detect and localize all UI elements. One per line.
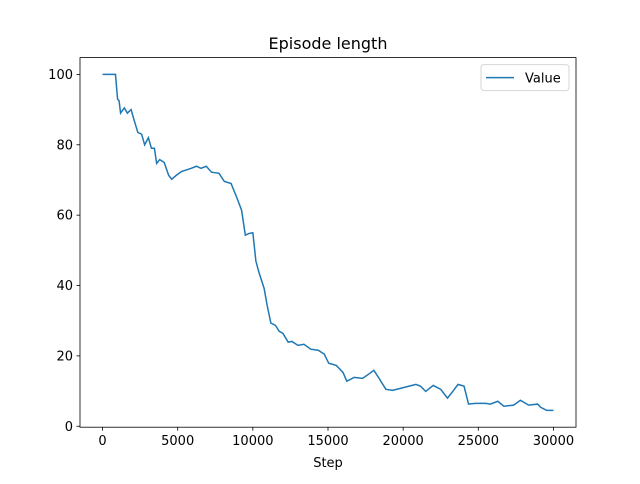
x-axis-label: Step: [313, 456, 343, 471]
axes-frame: [79, 57, 577, 428]
x-tick-label: 5000: [161, 434, 194, 449]
y-tick-label: 80: [56, 138, 73, 153]
legend-label: Value: [525, 72, 561, 87]
legend-box: [480, 64, 570, 92]
chart-title: Episode length: [269, 34, 388, 53]
y-tick-label: 100: [48, 68, 73, 83]
line-series: [102, 73, 554, 412]
x-tick-label: 30000: [533, 434, 574, 449]
x-tick-label: 0: [98, 434, 106, 449]
y-tick-label: 20: [56, 349, 73, 364]
x-tick-label: 15000: [307, 434, 348, 449]
x-tick-label: 10000: [232, 434, 273, 449]
y-tick-label: 0: [65, 420, 73, 435]
x-tick-label: 25000: [458, 434, 499, 449]
x-tick-label: 20000: [382, 434, 423, 449]
y-tick-label: 40: [56, 279, 73, 294]
y-tick-label: 60: [56, 209, 73, 224]
